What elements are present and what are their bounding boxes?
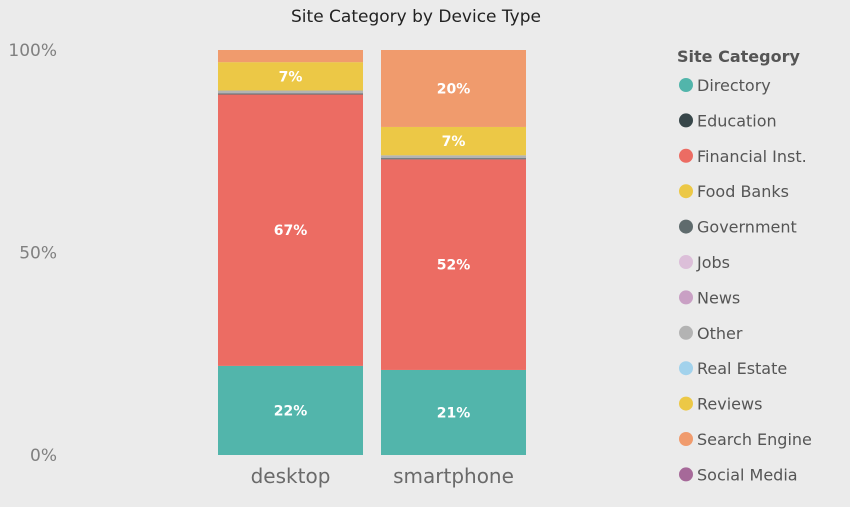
legend-marker-government	[679, 219, 693, 234]
legend-marker-real-estate	[679, 361, 693, 376]
x-axis: desktop smartphone	[251, 464, 514, 488]
bar-group-desktop: 22% 67% 7%	[218, 50, 363, 455]
y-tick-label: 0%	[30, 446, 57, 466]
bar-segment-desktop-other[interactable]	[218, 90, 363, 94]
legend-label-directory: Directory	[697, 76, 771, 95]
y-axis: 0% 50% 100%	[8, 41, 57, 466]
legend-label-financial-inst: Financial Inst.	[697, 147, 807, 166]
legend-label-news: News	[697, 288, 740, 307]
legend-marker-reviews	[679, 396, 693, 411]
legend-label-government: Government	[697, 218, 797, 237]
data-label-desktop-financial-inst: 67%	[274, 223, 308, 239]
legend-marker-search-engine	[679, 432, 693, 446]
legend-item-reviews[interactable]: Reviews	[679, 395, 762, 414]
bar-segment-smartphone-other[interactable]	[381, 155, 526, 159]
x-tick-label-desktop: desktop	[251, 464, 331, 488]
legend-marker-education	[679, 113, 693, 128]
legend-label-education: Education	[697, 111, 777, 130]
legend-item-government[interactable]: Government	[679, 218, 797, 237]
bar-segment-desktop-directory[interactable]	[218, 365, 363, 455]
data-label-smartphone-financial-inst: 52%	[437, 258, 471, 274]
bar-segment-desktop-financial-inst[interactable]	[218, 94, 363, 366]
data-label-desktop-directory: 22%	[274, 403, 308, 419]
legend-label-reviews: Reviews	[697, 395, 762, 414]
bar-segment-smartphone-search-engine[interactable]	[381, 50, 526, 127]
legend-item-search-engine[interactable]: Search Engine	[679, 430, 812, 449]
legend-marker-directory	[679, 78, 693, 92]
bar-segment-smartphone-directory[interactable]	[381, 369, 526, 455]
legend-marker-social-media	[679, 467, 693, 482]
bar-segment-smartphone-reviews[interactable]	[381, 126, 526, 156]
legend-item-jobs[interactable]: Jobs	[679, 253, 730, 272]
legend-item-real-estate[interactable]: Real Estate	[679, 359, 787, 378]
legend-label-real-estate: Real Estate	[697, 359, 787, 378]
bar-segment-smartphone-government[interactable]	[381, 158, 526, 160]
bar-segment-desktop-government[interactable]	[218, 93, 363, 95]
bars: 22% 67% 7% 21% 52% 7% 20%	[218, 50, 526, 455]
bar-segment-smartphone-financial-inst[interactable]	[381, 159, 526, 370]
data-label-desktop-reviews: 7%	[279, 69, 303, 85]
legend-item-education[interactable]: Education	[679, 111, 777, 130]
legend-marker-news	[679, 290, 693, 305]
x-tick-label-smartphone: smartphone	[393, 464, 514, 488]
legend-item-financial-inst[interactable]: Financial Inst.	[679, 147, 807, 166]
data-label-smartphone-directory: 21%	[437, 405, 471, 421]
legend-label-jobs: Jobs	[696, 253, 730, 272]
legend-label-food-banks: Food Banks	[697, 182, 789, 201]
legend-label-social-media: Social Media	[697, 465, 798, 484]
legend-label-search-engine: Search Engine	[697, 430, 812, 449]
legend-item-food-banks[interactable]: Food Banks	[679, 182, 789, 201]
legend-item-news[interactable]: News	[679, 288, 740, 307]
legend-marker-financial-inst	[679, 148, 693, 163]
legend-marker-food-banks	[679, 184, 693, 199]
y-tick-label: 100%	[8, 41, 57, 61]
legend-item-directory[interactable]: Directory	[679, 76, 771, 95]
legend-label-other: Other	[697, 324, 743, 343]
legend-marker-jobs	[679, 255, 693, 269]
data-label-smartphone-search-engine: 20%	[437, 81, 471, 97]
legend-item-other[interactable]: Other	[679, 324, 743, 343]
bar-segment-desktop-reviews[interactable]	[218, 62, 363, 91]
data-label-smartphone-reviews: 7%	[442, 134, 466, 150]
legend: Site Category Directory Education Financia…	[677, 47, 812, 484]
bar-group-smartphone: 21% 52% 7% 20%	[381, 50, 526, 455]
bar-segment-desktop-search-engine[interactable]	[218, 50, 363, 63]
legend-marker-other	[679, 325, 693, 340]
legend-title: Site Category	[677, 47, 800, 66]
y-tick-label: 50%	[19, 244, 57, 264]
chart-title: Site Category by Device Type	[291, 7, 541, 27]
legend-item-social-media[interactable]: Social Media	[679, 465, 798, 484]
